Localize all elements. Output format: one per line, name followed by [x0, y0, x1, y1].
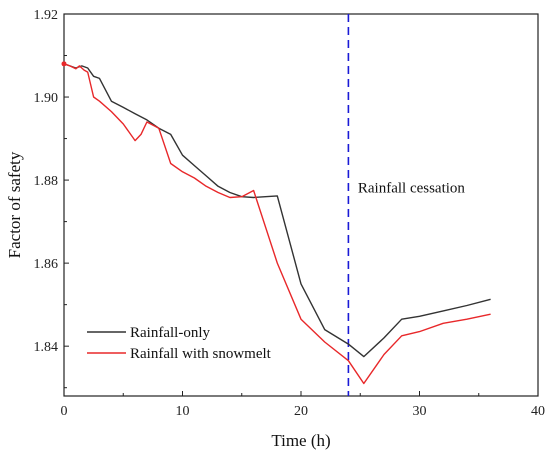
x-tick-label: 30 [413, 404, 427, 419]
x-axis-title: Time (h) [271, 431, 330, 450]
x-tick-label: 0 [61, 404, 68, 419]
start-point-marker [61, 61, 67, 67]
x-tick-label: 10 [176, 404, 190, 419]
legend-label-rainfall-only: Rainfall-only [130, 325, 210, 341]
series-line-rainfall-only [63, 63, 491, 358]
y-tick-label: 1.90 [34, 91, 59, 106]
y-tick-label: 1.84 [34, 340, 59, 355]
y-axis-title: Factor of safety [5, 151, 24, 258]
x-tick-label: 20 [294, 404, 308, 419]
rainfall-cessation-annotation: Rainfall cessation [358, 181, 466, 197]
legend: Rainfall-only Rainfall with snowmelt [87, 325, 272, 362]
x-tick-label: 40 [531, 404, 545, 419]
y-tick-label: 1.92 [34, 8, 59, 23]
y-tick-label: 1.88 [34, 174, 59, 189]
y-tick-label: 1.86 [34, 257, 59, 272]
series-line-rainfall-with-snowmelt [63, 63, 491, 385]
legend-label-rainfall-with-snowmelt: Rainfall with snowmelt [130, 346, 272, 362]
